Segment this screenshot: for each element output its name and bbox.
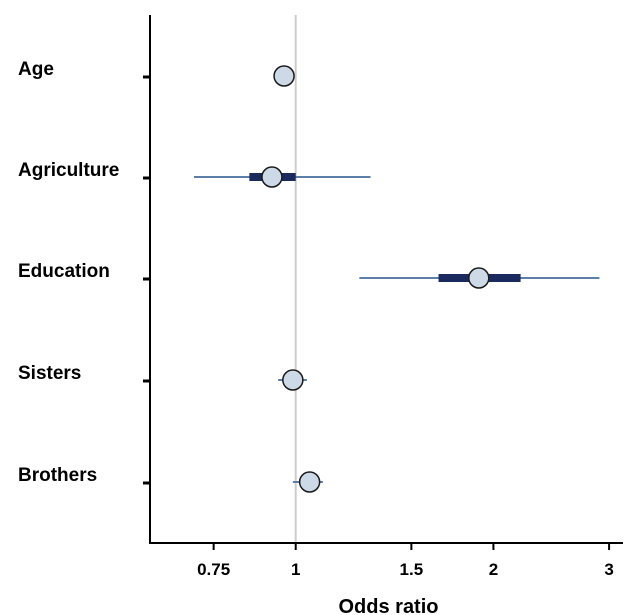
x-tick-label-3: 2 <box>489 560 498 579</box>
category-label-1: Agriculture <box>18 160 119 181</box>
x-tick-label-1: 1 <box>291 560 300 579</box>
point-estimate-3 <box>282 369 304 391</box>
x-tick-label-4: 3 <box>604 560 613 579</box>
category-label-3: Sisters <box>18 363 81 384</box>
category-label-2: Education <box>18 261 110 282</box>
x-tick-label-0: 0.75 <box>197 560 230 579</box>
x-axis-title: Odds ratio <box>338 596 438 615</box>
category-label-4: Brothers <box>18 465 97 486</box>
point-estimate-0 <box>273 65 295 87</box>
point-estimate-2 <box>468 267 490 289</box>
category-label-0: Age <box>18 59 54 80</box>
x-tick-label-2: 1.5 <box>400 560 424 579</box>
point-estimate-1 <box>261 166 283 188</box>
point-estimate-4 <box>298 471 321 493</box>
plot-area: 0.75 1 1.5 2 3 Age Agriculture Education Sisters… <box>18 15 623 579</box>
